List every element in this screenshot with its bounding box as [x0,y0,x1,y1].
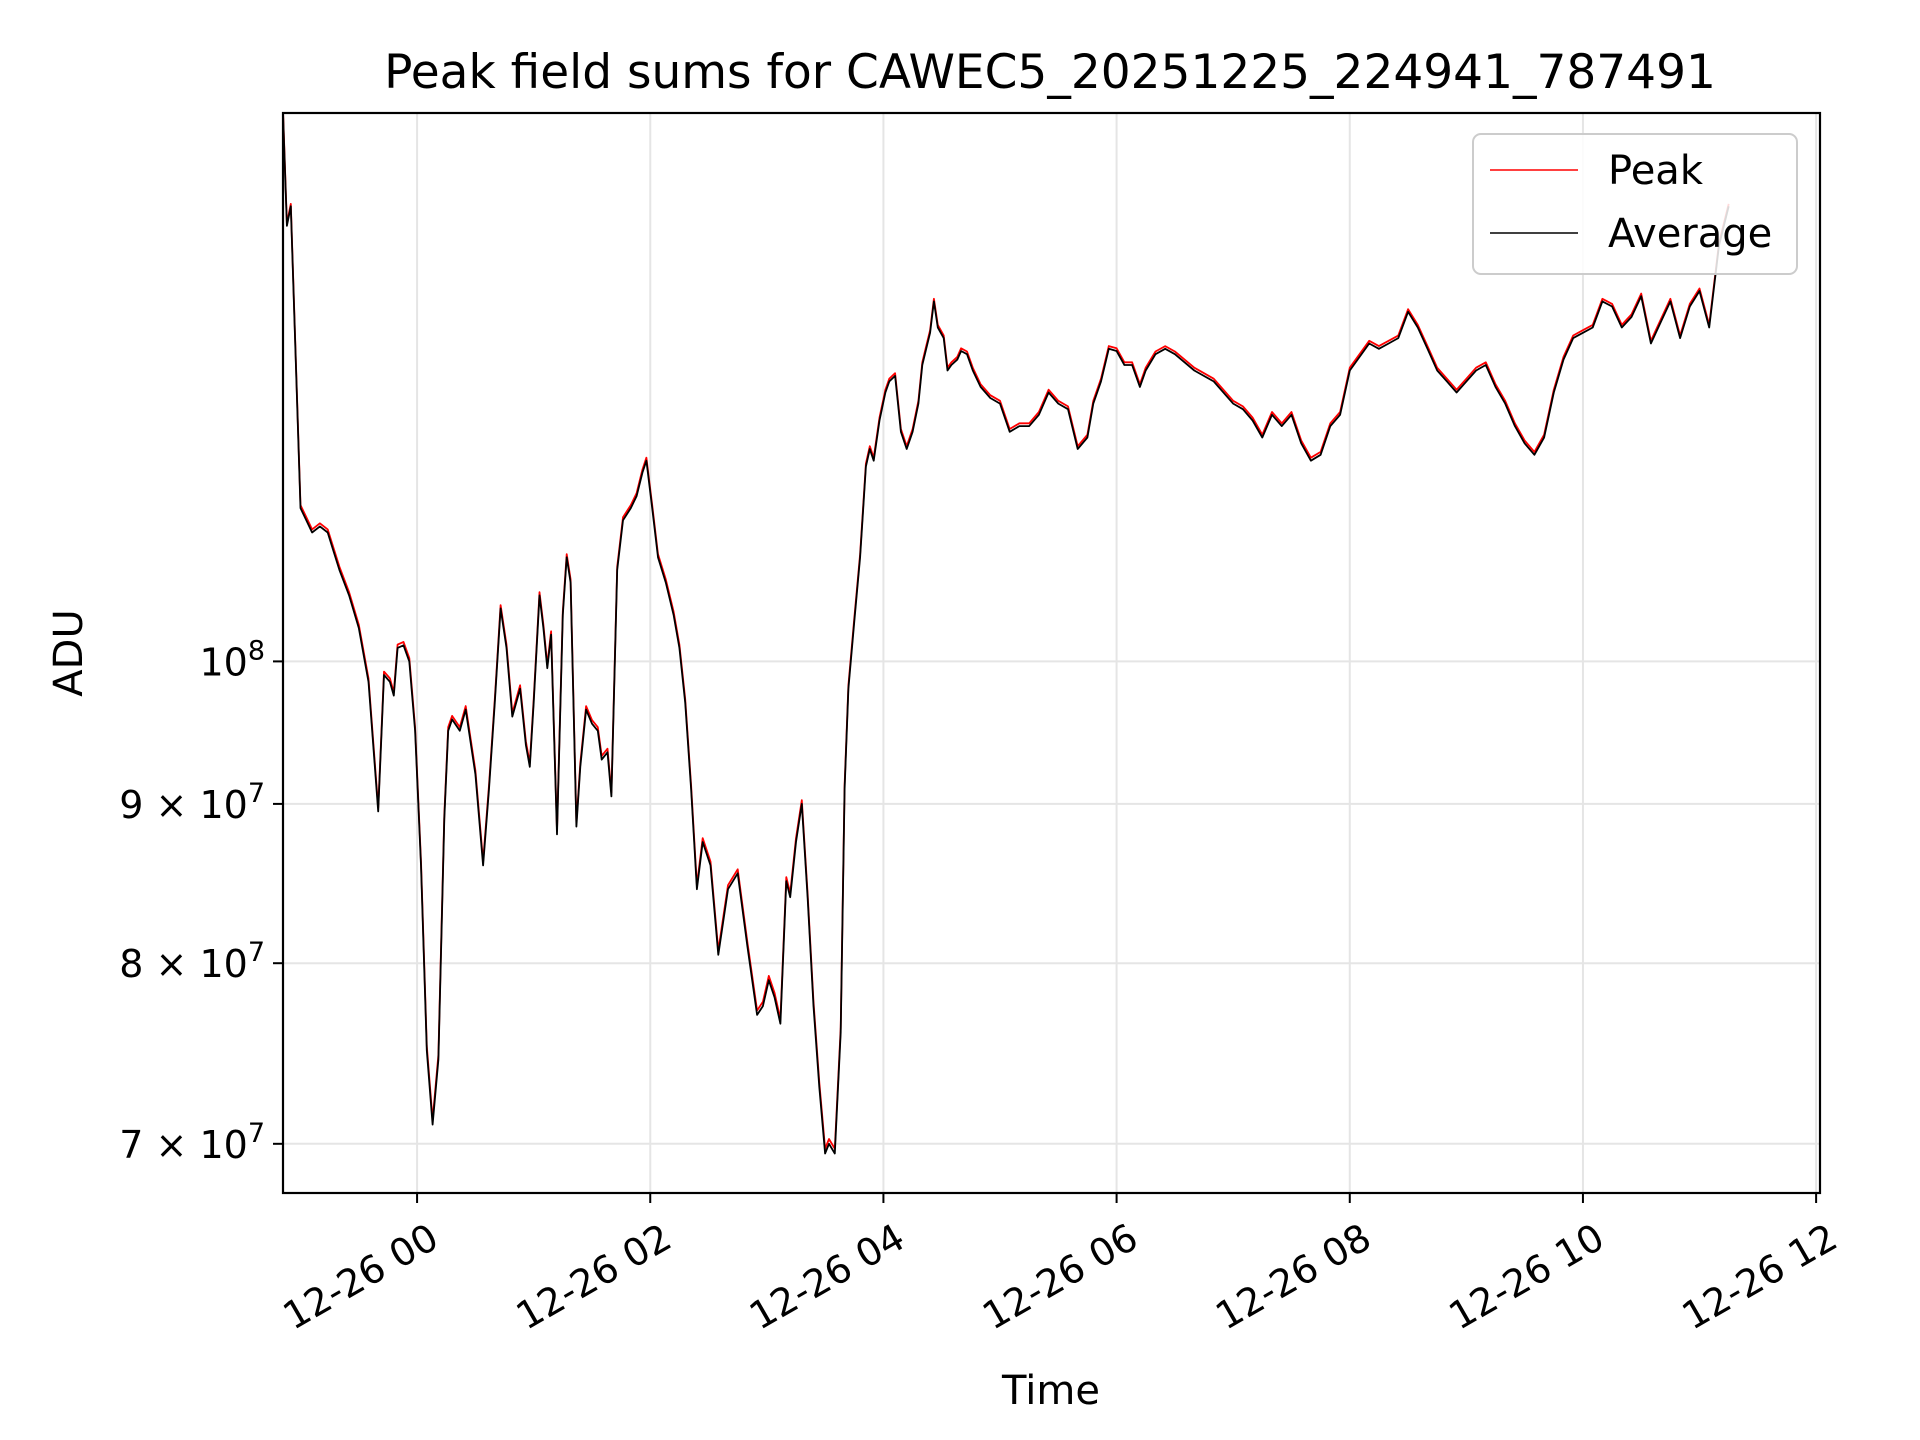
chart-title: Peak field sums for CAWEC5_20251225_2249… [384,45,1716,100]
legend-label-average: Average [1608,211,1772,257]
y-tick-label: 9 × 107 [119,778,265,827]
y-axis: 108 9 × 107 8 × 107 7 × 107 [119,635,283,1167]
legend-label-peak: Peak [1608,148,1704,194]
legend: Peak Average [1472,133,1798,275]
y-tick-label: 8 × 107 [119,937,265,986]
series-line-average [283,113,1730,1155]
x-axis-label: Time [1001,1368,1100,1414]
y-tick-label: 7 × 107 [119,1118,265,1167]
y-axis-label: ADU [46,609,92,696]
plot-frame [281,111,1822,1195]
legend-box [1472,133,1798,275]
grid [283,113,1820,1193]
y-tick-label: 108 [199,635,265,684]
series-lines [283,113,1730,1155]
